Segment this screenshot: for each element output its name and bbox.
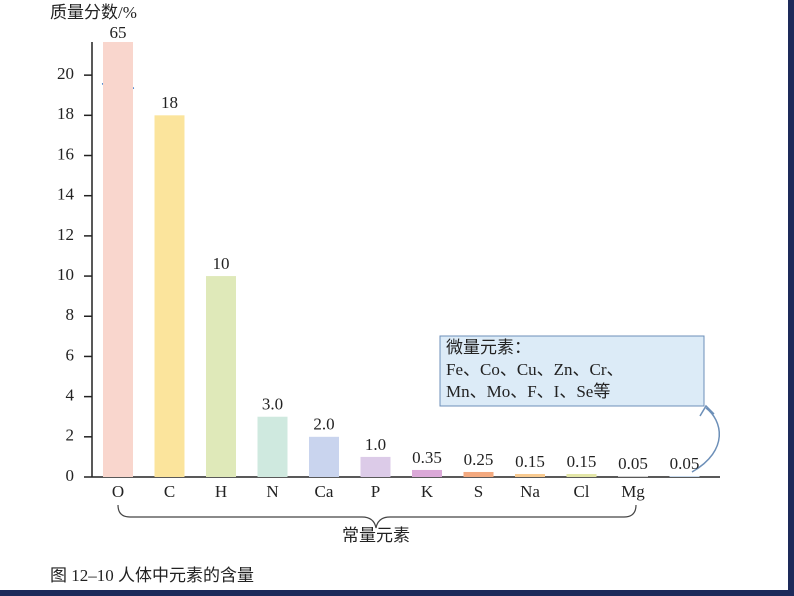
x-tick-label: N	[266, 482, 278, 501]
y-tick-label: 6	[66, 345, 75, 364]
data-label: 0.35	[412, 448, 442, 467]
brace	[117, 504, 637, 529]
x-tick-label: S	[474, 482, 483, 501]
data-label: 18	[161, 93, 178, 112]
x-tick-label: P	[371, 482, 380, 501]
annotation: Mn、Mo、F、I、Se等	[446, 382, 610, 401]
x-tick-label: H	[215, 482, 227, 501]
bar	[360, 456, 391, 477]
x-tick-label: Cl	[573, 482, 589, 501]
bar	[669, 475, 700, 477]
x-tick-label: Na	[520, 482, 540, 501]
bar	[566, 473, 597, 477]
x-tick-label: O	[112, 482, 124, 501]
annotation-arrow	[691, 404, 720, 473]
y-tick-label: 16	[57, 144, 74, 163]
bar	[103, 42, 133, 477]
frame-edge	[788, 0, 794, 596]
x-tick-label: K	[421, 482, 434, 501]
annotation: 微量元素：	[446, 338, 531, 357]
frame-edge	[0, 590, 794, 596]
bar	[309, 436, 339, 477]
y-axis-title: 质量分数/%	[50, 3, 137, 22]
data-label: 2.0	[313, 415, 334, 434]
caption: 图 12–10 人体中元素的含量	[50, 566, 254, 585]
bar	[154, 115, 185, 477]
data-label: 3.0	[262, 395, 283, 414]
annotation: Fe、Co、Cu、Zn、Cr、	[446, 360, 624, 379]
bar	[412, 469, 442, 477]
y-tick-label: 12	[57, 225, 74, 244]
bar	[463, 471, 494, 477]
y-tick-label: 18	[57, 104, 74, 123]
annotation-box	[439, 335, 705, 407]
data-label: 0.05	[618, 454, 648, 473]
x-tick-label: C	[164, 482, 175, 501]
data-label: 1.0	[365, 435, 386, 454]
data-label: 65	[110, 23, 127, 42]
data-label: 0.15	[567, 452, 597, 471]
y-tick-label: 20	[57, 64, 74, 83]
y-tick-label: 4	[66, 386, 75, 405]
bar	[515, 473, 545, 477]
y-tick-label: 8	[66, 305, 75, 324]
bar	[257, 416, 288, 477]
data-label: 0.05	[670, 454, 700, 473]
annotation: 常量元素	[342, 526, 410, 545]
y-tick-label: 14	[57, 185, 75, 204]
y-tick-label: 0	[66, 466, 75, 485]
data-label: 10	[213, 254, 230, 273]
x-tick-label: Mg	[621, 482, 645, 501]
bar	[206, 276, 236, 477]
data-label: 0.25	[464, 450, 494, 469]
x-tick-label: Ca	[315, 482, 334, 501]
data-label: 0.15	[515, 452, 545, 471]
y-tick-label: 2	[66, 426, 75, 445]
y-tick-label: 10	[57, 265, 74, 284]
bar	[618, 475, 648, 477]
